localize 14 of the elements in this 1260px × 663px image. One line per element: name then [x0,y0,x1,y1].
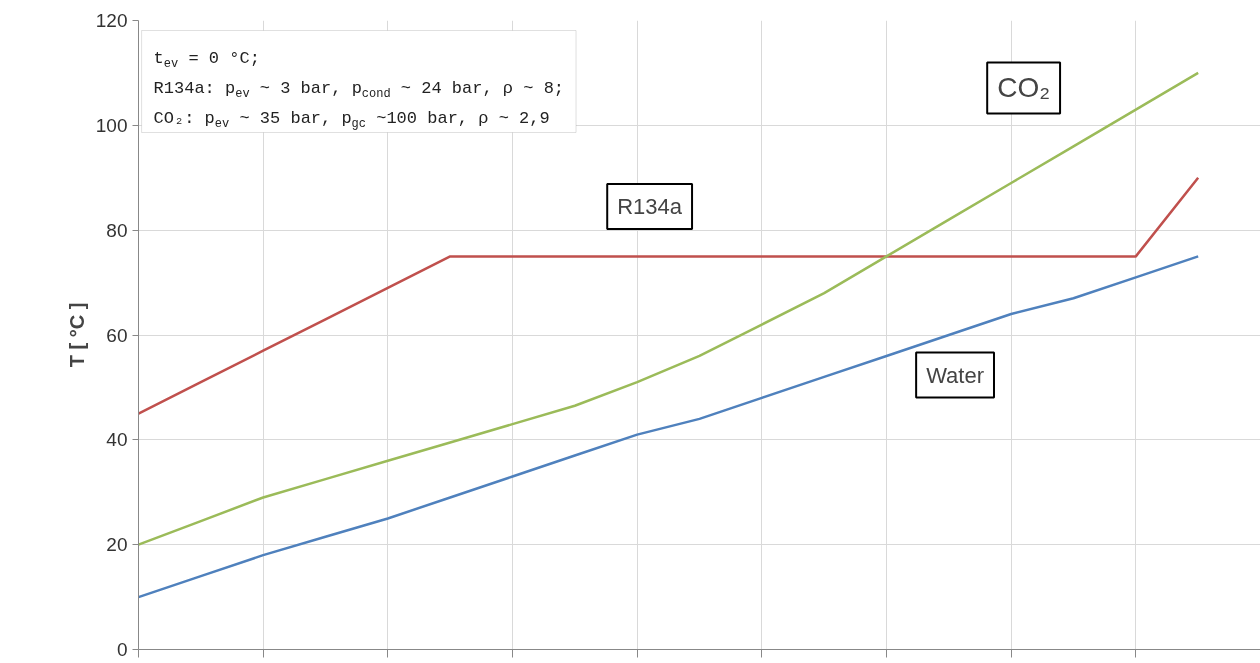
y-tick-label: 120 [95,10,128,31]
y-axis-title: T [ °C ] [65,302,88,368]
y-tick-label: 40 [106,429,128,451]
series-label: R134a [617,193,683,219]
y-tick-label: 60 [106,324,128,346]
line-series [138,176,1200,415]
series-label: CO₂ [997,72,1051,104]
y-tick-label: 20 [106,534,128,556]
y-tick-label: 0 [116,639,128,660]
line-series [138,71,1200,546]
line-series [138,255,1200,599]
y-tick-label: 80 [106,219,128,241]
y-tick-label: 100 [95,114,128,136]
series-label: Water [926,362,984,388]
